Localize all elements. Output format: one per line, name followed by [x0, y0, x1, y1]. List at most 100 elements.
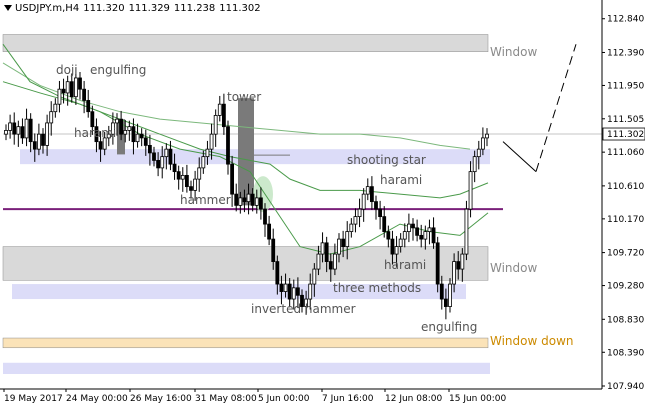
- pattern-label: hammer: [180, 193, 231, 207]
- forecast-line: [535, 44, 577, 172]
- candle-body: [45, 122, 50, 146]
- symbol-label: USDJPY.m,H4: [15, 3, 80, 14]
- candle-body: [308, 283, 313, 300]
- candle-body: [456, 261, 461, 270]
- candle-body: [119, 118, 124, 135]
- candle-body: [411, 223, 415, 229]
- candle-body: [8, 122, 13, 131]
- y-tick-label: 111.505: [607, 115, 644, 125]
- candle-body: [386, 231, 391, 240]
- candle-body: [61, 88, 66, 94]
- candle-body: [102, 137, 107, 150]
- close-value: 111.302: [219, 3, 261, 14]
- candle-body: [168, 148, 173, 165]
- candle-body: [176, 171, 181, 180]
- candle-body: [221, 103, 226, 128]
- candle-body: [57, 88, 62, 105]
- candle-body: [485, 133, 489, 139]
- candle-body: [139, 133, 144, 139]
- candle-body: [448, 283, 452, 307]
- y-tick-label: 109.720: [607, 249, 644, 259]
- candle-body: [82, 88, 87, 101]
- ma-fast-line: [2, 43, 489, 255]
- y-tick-label: 107.940: [607, 382, 644, 392]
- candle-body: [246, 193, 251, 203]
- candle-body: [86, 100, 91, 113]
- candle-body: [135, 133, 140, 143]
- candle-body: [226, 126, 230, 165]
- candle-body: [320, 242, 325, 255]
- pattern-label: doji: [56, 63, 78, 77]
- candle-body: [20, 126, 25, 139]
- candle-body: [374, 201, 378, 210]
- candle-body: [468, 171, 473, 210]
- candle-body: [369, 186, 374, 203]
- candle-body: [24, 118, 29, 139]
- candle-body: [143, 137, 148, 146]
- candle-body: [435, 242, 440, 285]
- candle-body: [94, 126, 99, 143]
- candle-body: [16, 126, 21, 135]
- zone-band: [2, 246, 489, 281]
- high-value: 111.329: [128, 3, 170, 14]
- x-tick-label: 26 May 16:00: [130, 394, 192, 404]
- candle-body: [349, 223, 354, 233]
- pattern-label: engulfing: [421, 320, 477, 334]
- candle-body: [480, 137, 485, 150]
- candle-body: [345, 231, 350, 247]
- candle-body: [394, 246, 399, 255]
- x-tick-label: 12 Jun 08:00: [385, 394, 442, 404]
- candle-body: [193, 178, 198, 191]
- candle-body: [287, 283, 292, 300]
- pattern-label: shooting star: [347, 153, 426, 167]
- candle-body: [49, 111, 54, 124]
- pattern-label: three methods: [333, 281, 421, 295]
- candle-body: [460, 253, 465, 270]
- candle-body: [12, 122, 17, 135]
- x-tick-label: 7 Jun 16:00: [322, 394, 374, 404]
- pattern-label: harami: [380, 173, 422, 187]
- candle-body: [431, 227, 436, 244]
- candle-body: [254, 197, 259, 206]
- current-price-label: 111.302: [607, 130, 644, 140]
- x-tick-label: 5 Jun 00:00: [258, 394, 310, 404]
- candle-body: [271, 238, 276, 262]
- candle-body: [304, 298, 309, 307]
- chart-header: USDJPY.m,H4 111.320 111.329 111.238 111.302: [4, 3, 265, 14]
- candle-body: [476, 148, 481, 158]
- zone-band: [3, 362, 490, 375]
- y-tick-label: 111.060: [607, 148, 644, 158]
- candle-body: [172, 163, 177, 173]
- candle-body: [238, 197, 243, 206]
- candle-body: [115, 118, 119, 124]
- candle-body: [439, 283, 444, 300]
- x-tick-label: 19 May 2017: [4, 394, 63, 404]
- candle-body: [382, 216, 387, 233]
- candle-body: [110, 122, 115, 135]
- zone-label: Window: [490, 45, 538, 59]
- low-value: 111.238: [173, 3, 216, 14]
- candle-body: [419, 234, 424, 240]
- candle-body: [341, 238, 346, 247]
- candle-body: [152, 152, 156, 161]
- candle-body: [106, 133, 111, 139]
- zone-band: [2, 337, 489, 349]
- current-price-tag: [602, 127, 645, 141]
- candle-body: [312, 268, 317, 285]
- zone-band: [2, 34, 489, 52]
- candle-body: [197, 167, 202, 180]
- ma-slow-line: [2, 62, 471, 150]
- candle-body: [90, 111, 95, 128]
- candle-body: [378, 208, 383, 218]
- collapse-arrow-icon[interactable]: [4, 5, 12, 11]
- candle-body: [131, 126, 136, 143]
- candle-body: [361, 193, 366, 210]
- x-tick-label: 31 May 08:00: [195, 394, 257, 404]
- candle-body: [213, 115, 218, 135]
- candle-body: [275, 261, 280, 285]
- candle-body: [258, 197, 263, 210]
- candle-body: [53, 103, 58, 113]
- candle-body: [41, 133, 45, 146]
- candle-body: [324, 242, 329, 262]
